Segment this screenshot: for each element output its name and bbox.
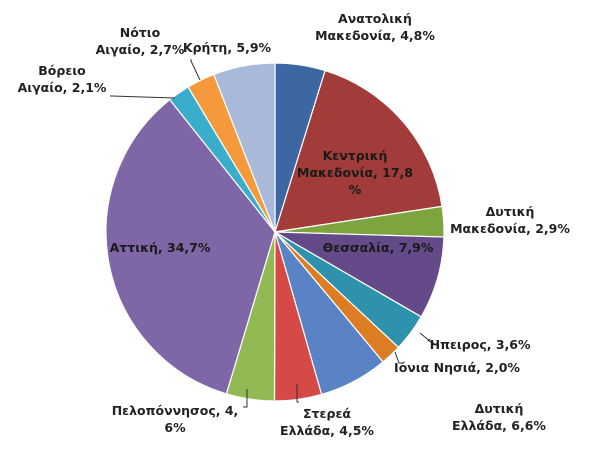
leader-line: [190, 59, 201, 81]
data-label-line: Μακεδονία, 2,9%: [450, 221, 570, 236]
data-label-line: Ανατολική: [338, 11, 412, 26]
data-label-line: Ιόνια Νησιά, 2,0%: [394, 360, 520, 375]
data-label-line: Αττική, 34,7%: [110, 240, 211, 255]
leader-line: [394, 351, 402, 364]
data-label-line: %: [349, 182, 362, 197]
data-label: Αττική, 34,7%: [110, 240, 211, 255]
data-label-line: Στερεά: [303, 406, 351, 421]
data-label: Δυτική Μακεδονία, 2,9%: [450, 204, 570, 236]
leader-line: [296, 384, 299, 403]
data-labels: Ανατολική Μακεδονία, 4,8% Κεντρική Μακεδονί…: [18, 11, 571, 438]
data-label-line: Νότιο: [120, 25, 161, 40]
data-label-line: 6%: [164, 420, 186, 435]
pie-slice: [274, 69, 443, 233]
data-label-line: Ελλάδα, 6,6%: [452, 418, 546, 433]
data-label: Δυτική Ελλάδα, 6,6%: [452, 401, 546, 433]
data-label: Νότιο Αιγαίο, 2,7%: [96, 25, 185, 57]
data-label: Πελοπόννησος, 4, 6%: [112, 403, 239, 435]
data-label-line: Βόρειο: [38, 63, 86, 78]
data-label-line: Δυτική: [486, 204, 535, 219]
data-label: Ανατολική Μακεδονία, 4,8%: [315, 11, 435, 43]
data-label: Στερεά Ελλάδα, 4,5%: [280, 406, 374, 438]
data-label-line: Ήπειρος, 3,6%: [426, 337, 531, 352]
data-label-line: Δυτική: [475, 401, 524, 416]
data-label-line: Μακεδονία, 17,8: [297, 165, 413, 180]
data-label: Ήπειρος, 3,6%: [426, 337, 531, 352]
data-label-line: Μακεδονία, 4,8%: [315, 28, 435, 43]
data-label: Ιόνια Νησιά, 2,0%: [394, 360, 520, 375]
data-label-line: Ελλάδα, 4,5%: [280, 423, 374, 438]
pie-slice: [105, 98, 276, 395]
data-label: Κρήτη, 5,9%: [183, 40, 272, 55]
data-label-line: Κρήτη, 5,9%: [183, 40, 272, 55]
leader-line: [243, 389, 248, 408]
leader-line: [419, 332, 434, 344]
data-label: Βόρειο Αιγαίο, 2,1%: [18, 63, 107, 95]
data-label-line: Αιγαίο, 2,7%: [96, 42, 185, 57]
leader-lines: [110, 59, 434, 408]
data-label-line: Κεντρική: [323, 148, 388, 163]
data-label-line: Θεσσαλία, 7,9%: [323, 240, 434, 255]
leader-line: [110, 95, 176, 99]
data-label-line: Αιγαίο, 2,1%: [18, 80, 107, 95]
pie-slices: [105, 62, 445, 402]
data-label-line: Πελοπόννησος, 4,: [112, 403, 239, 418]
data-label: Κεντρική Μακεδονία, 17,8%: [297, 148, 413, 197]
pie-slice: [213, 62, 276, 233]
data-label: Θεσσαλία, 7,9%: [323, 240, 434, 255]
